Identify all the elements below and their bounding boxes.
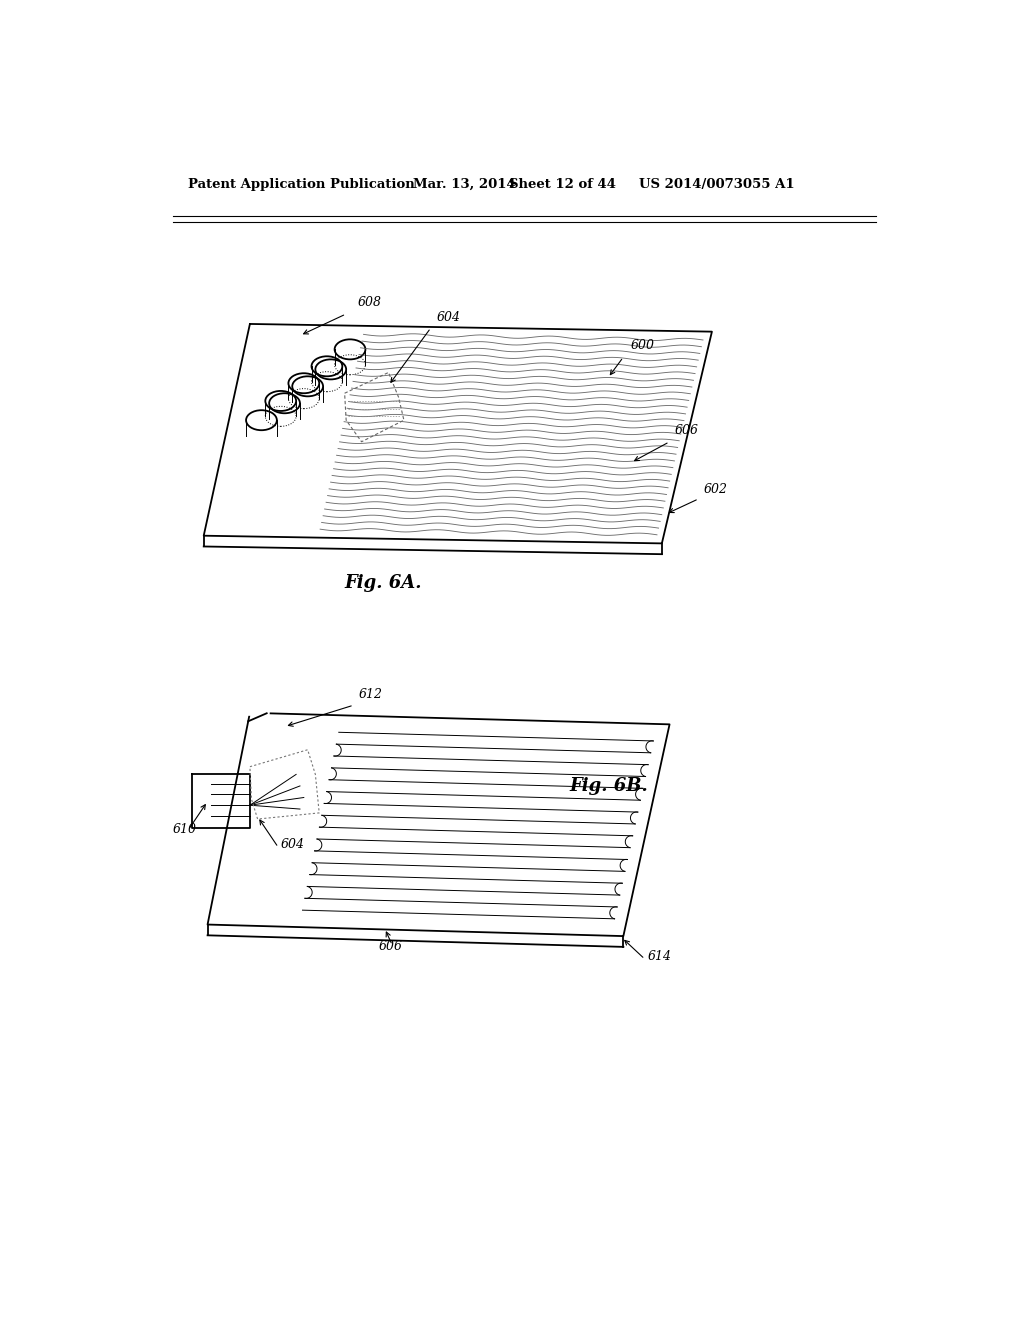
Text: Mar. 13, 2014: Mar. 13, 2014 [413,178,516,190]
Text: 614: 614 [648,950,672,964]
Text: Sheet 12 of 44: Sheet 12 of 44 [509,178,616,190]
Text: 610: 610 [173,822,197,836]
Text: 606: 606 [379,940,402,953]
Text: 600: 600 [631,339,655,352]
Text: Fig. 6A.: Fig. 6A. [345,574,422,593]
Text: 608: 608 [357,296,382,309]
Text: 602: 602 [703,483,727,496]
Text: 612: 612 [358,688,383,701]
Text: Fig. 6B.: Fig. 6B. [569,777,648,795]
Text: 604: 604 [436,312,460,323]
Text: Patent Application Publication: Patent Application Publication [188,178,415,190]
Text: 604: 604 [281,838,305,851]
Text: US 2014/0073055 A1: US 2014/0073055 A1 [639,178,795,190]
Text: 606: 606 [674,424,698,437]
